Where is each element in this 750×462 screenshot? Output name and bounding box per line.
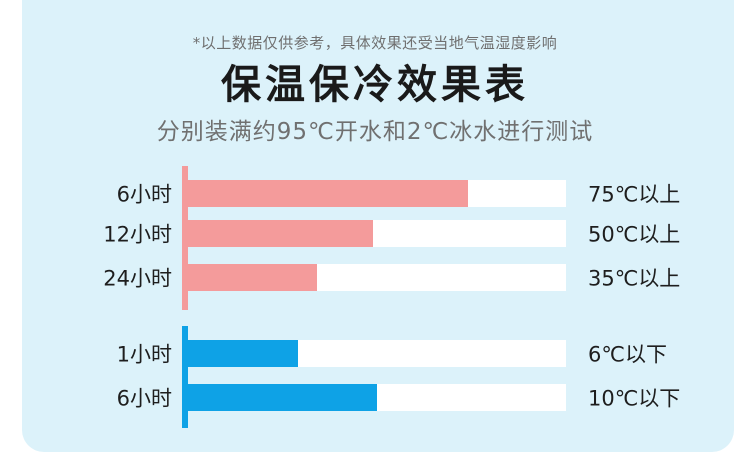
disclaimer-note: *以上数据仅供参考，具体效果还受当地气温湿度影响 [192, 34, 558, 52]
value-label: 75℃以上 [588, 183, 680, 207]
value-label: 6℃以下 [588, 343, 667, 367]
category-label: 6小时 [117, 387, 172, 411]
category-label: 1小时 [117, 343, 172, 367]
hot-bar [188, 220, 373, 247]
category-label: 6小时 [117, 183, 172, 207]
hot-bar [188, 264, 317, 291]
hot-bar [188, 180, 468, 207]
category-label: 24小时 [103, 267, 172, 291]
cold-bar [188, 340, 298, 367]
hot-group-strip [182, 166, 188, 310]
value-label: 50℃以上 [588, 223, 680, 247]
value-label: 35℃以上 [588, 267, 680, 291]
page-title: 保温保冷效果表 [221, 62, 529, 108]
cold-group-strip [182, 326, 188, 428]
cold-bar [188, 384, 377, 411]
page-subtitle: 分别装满约95℃开水和2℃冰水进行测试 [156, 119, 594, 145]
value-label: 10℃以下 [588, 387, 680, 411]
category-label: 12小时 [103, 223, 172, 247]
